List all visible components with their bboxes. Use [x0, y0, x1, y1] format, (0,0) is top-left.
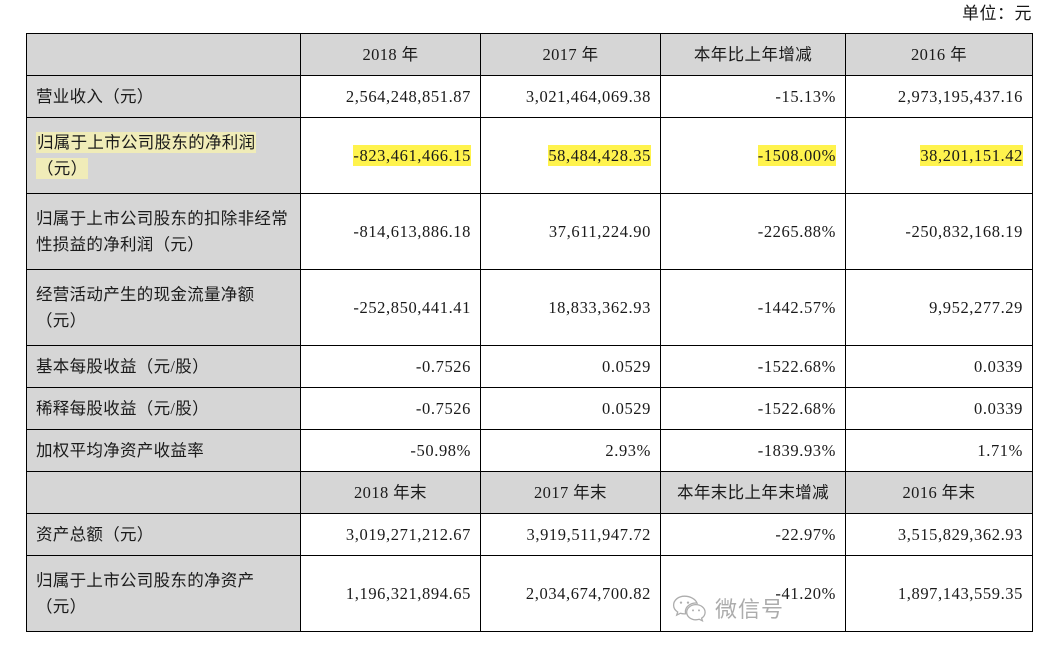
- table-cell-value: -41.20%: [660, 555, 846, 632]
- row-label: 稀释每股收益（元/股）: [26, 387, 301, 430]
- table-cell-value: -1508.00%: [660, 117, 846, 194]
- table-header-row-annual: 2018 年 2017 年本年比上年增减 2016 年: [26, 33, 1033, 76]
- column-header: 2017 年末: [480, 471, 661, 514]
- column-header: 2018 年: [300, 33, 481, 76]
- table-cell-value: 0.0529: [480, 345, 661, 388]
- table-row: 稀释每股收益（元/股） -0.7526 0.0529 -1522.68% 0.0339: [26, 387, 1033, 430]
- row-label: 基本每股收益（元/股）: [26, 345, 301, 388]
- unit-caption: 单位：元: [962, 4, 1032, 23]
- table-cell-value: -250,832,168.19: [845, 193, 1033, 270]
- financial-summary-table-wrapper: 2018 年 2017 年本年比上年增减 2016 年营业收入（元） 2,564,24…: [26, 33, 1033, 632]
- table-row: 营业收入（元） 2,564,248,851.87 3,021,464,069.38-…: [26, 75, 1033, 118]
- table-row: 经营活动产生的现金流量净额（元） -252,850,441.41 18,833,36…: [26, 269, 1033, 346]
- table-header-row-year-end: 2018 年末 2017 年末 本年末比上年末增减 2016 年末: [26, 471, 1033, 514]
- table-cell-value: 1,196,321,894.65: [300, 555, 481, 632]
- table-cell-value: 3,515,829,362.93: [845, 513, 1033, 556]
- highlight-marker: 归属于上市公司股东的净利润（元）: [36, 131, 257, 179]
- column-header: 本年末比上年末增减: [660, 471, 846, 514]
- table-cell-value: 2,973,195,437.16: [845, 75, 1033, 118]
- table-cell-value: -1442.57%: [660, 269, 846, 346]
- column-header: 2018 年末: [300, 471, 481, 514]
- table-row: 基本每股收益（元/股） -0.7526 0.0529 -1522.68% 0.0339: [26, 345, 1033, 388]
- highlight-marker: 38,201,151.42: [920, 144, 1023, 166]
- header-blank-cell: [26, 33, 301, 76]
- row-label: 加权平均净资产收益率: [26, 429, 301, 472]
- table-cell-value: -823,461,466.15: [300, 117, 481, 194]
- table-cell-value: 38,201,151.42: [845, 117, 1033, 194]
- column-header: 2016 年: [845, 33, 1033, 76]
- table-cell-value: 58,484,428.35: [480, 117, 661, 194]
- table-cell-value: 3,919,511,947.72: [480, 513, 661, 556]
- table-cell-value: 1.71%: [845, 429, 1033, 472]
- highlight-marker: 58,484,428.35: [548, 144, 651, 166]
- table-cell-value: -2265.88%: [660, 193, 846, 270]
- table-cell-value: 37,611,224.90: [480, 193, 661, 270]
- table-cell-value: -814,613,886.18: [300, 193, 481, 270]
- row-label: 经营活动产生的现金流量净额（元）: [26, 269, 301, 346]
- column-header: 2016 年末: [845, 471, 1033, 514]
- table-cell-value: -15.13%: [660, 75, 846, 118]
- table-cell-value: 9,952,277.29: [845, 269, 1033, 346]
- table-row: 归属于上市公司股东的净利润（元） -823,461,466.15 58,484,42…: [26, 117, 1033, 194]
- table-cell-value: 2,034,674,700.82: [480, 555, 661, 632]
- highlight-marker: -823,461,466.15: [353, 144, 471, 166]
- row-label: 营业收入（元）: [26, 75, 301, 118]
- financial-summary-table: 2018 年 2017 年本年比上年增减 2016 年营业收入（元） 2,564,24…: [26, 33, 1033, 632]
- table-cell-value: -252,850,441.41: [300, 269, 481, 346]
- table-cell-value: -0.7526: [300, 387, 481, 430]
- table-cell-value: -22.97%: [660, 513, 846, 556]
- table-cell-value: -50.98%: [300, 429, 481, 472]
- table-cell-value: 1,897,143,559.35: [845, 555, 1033, 632]
- table-cell-value: -1522.68%: [660, 345, 846, 388]
- table-cell-value: 2,564,248,851.87: [300, 75, 481, 118]
- row-label: 归属于上市公司股东的净资产（元）: [26, 555, 301, 632]
- table-cell-value: 0.0339: [845, 387, 1033, 430]
- table-cell-value: -1839.93%: [660, 429, 846, 472]
- row-label: 归属于上市公司股东的净利润（元）: [26, 117, 301, 194]
- table-cell-value: 3,019,271,212.67: [300, 513, 481, 556]
- table-cell-value: -0.7526: [300, 345, 481, 388]
- column-header: 本年比上年增减: [660, 33, 846, 76]
- table-row: 归属于上市公司股东的净资产（元） 1,196,321,894.65 2,034,67…: [26, 555, 1033, 632]
- column-header: 2017 年: [480, 33, 661, 76]
- header-blank-cell: [26, 471, 301, 514]
- table-cell-value: -1522.68%: [660, 387, 846, 430]
- table-row: 资产总额（元） 3,019,271,212.67 3,919,511,947.72-…: [26, 513, 1033, 556]
- row-label: 归属于上市公司股东的扣除非经常性损益的净利润（元）: [26, 193, 301, 270]
- highlight-marker: -1508.00%: [757, 144, 836, 166]
- table-row: 加权平均净资产收益率 -50.98% 2.93% -1839.93% 1.71%: [26, 429, 1033, 472]
- table-cell-value: 0.0529: [480, 387, 661, 430]
- table-cell-value: 2.93%: [480, 429, 661, 472]
- row-label: 资产总额（元）: [26, 513, 301, 556]
- table-row: 归属于上市公司股东的扣除非经常性损益的净利润（元） -814,613,886.18…: [26, 193, 1033, 270]
- table-cell-value: 18,833,362.93: [480, 269, 661, 346]
- table-cell-value: 3,021,464,069.38: [480, 75, 661, 118]
- table-cell-value: 0.0339: [845, 345, 1033, 388]
